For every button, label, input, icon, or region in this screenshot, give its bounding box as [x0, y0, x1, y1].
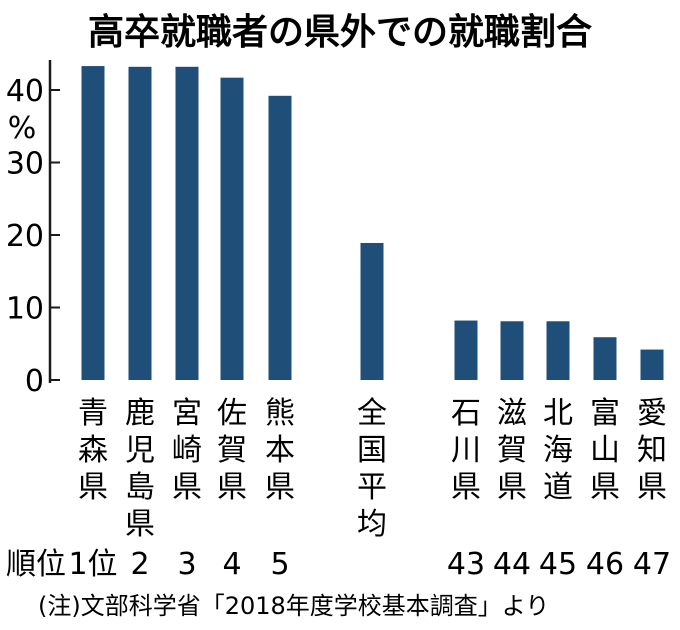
unit-label: % [8, 111, 37, 146]
category-label: 鹿児島県 [125, 396, 155, 542]
rank-value: 47 [633, 547, 671, 582]
rank-value: 4 [222, 547, 241, 582]
category-label: 滋賀県 [497, 396, 527, 505]
category-label: 熊本県 [265, 396, 295, 505]
y-tick-label: 30 [6, 147, 44, 182]
rank-value: 2 [130, 547, 149, 582]
bar [546, 321, 570, 380]
y-tick-label: 20 [6, 219, 44, 254]
bar [268, 95, 292, 381]
category-label: 北海道 [543, 396, 573, 505]
category-label: 全国平均 [357, 396, 387, 542]
rank-value: 3 [177, 547, 196, 582]
category-label: 愛知県 [637, 396, 667, 505]
rank-value: 43 [447, 547, 485, 582]
category-label: 石川県 [451, 396, 481, 505]
y-tick-label: 10 [6, 292, 44, 327]
chart-title: 高卒就職者の県外での就職割合 [88, 12, 592, 53]
bars-group [81, 66, 664, 381]
rank-value: 44 [493, 547, 531, 582]
bar [175, 66, 199, 381]
category-label: 宮崎県 [172, 396, 202, 505]
rank-value: 45 [539, 547, 577, 582]
source-note: (注)文部科学省「2018年度学校基本調査」より [38, 592, 549, 620]
rank-value: 1位 [68, 547, 117, 582]
bar [640, 349, 664, 380]
bar [128, 66, 152, 381]
rank-values: 1位 2 3 4 5 43 44 45 46 47 [68, 547, 671, 582]
category-label: 青森県 [78, 396, 108, 505]
rank-label: 順位 [6, 547, 66, 582]
bar [593, 337, 617, 380]
bar [454, 320, 478, 380]
bar [360, 242, 384, 380]
y-axis-ticks: 0 10 20 30 40 [6, 74, 60, 399]
y-tick-label: 40 [6, 74, 44, 109]
y-tick-label: 0 [25, 364, 44, 399]
category-label: 佐賀県 [217, 396, 247, 505]
category-label: 富山県 [590, 396, 620, 505]
rank-value: 5 [270, 547, 289, 582]
bar [500, 321, 524, 380]
bar [81, 66, 105, 380]
rank-value: 46 [586, 547, 624, 582]
bar [220, 77, 244, 381]
